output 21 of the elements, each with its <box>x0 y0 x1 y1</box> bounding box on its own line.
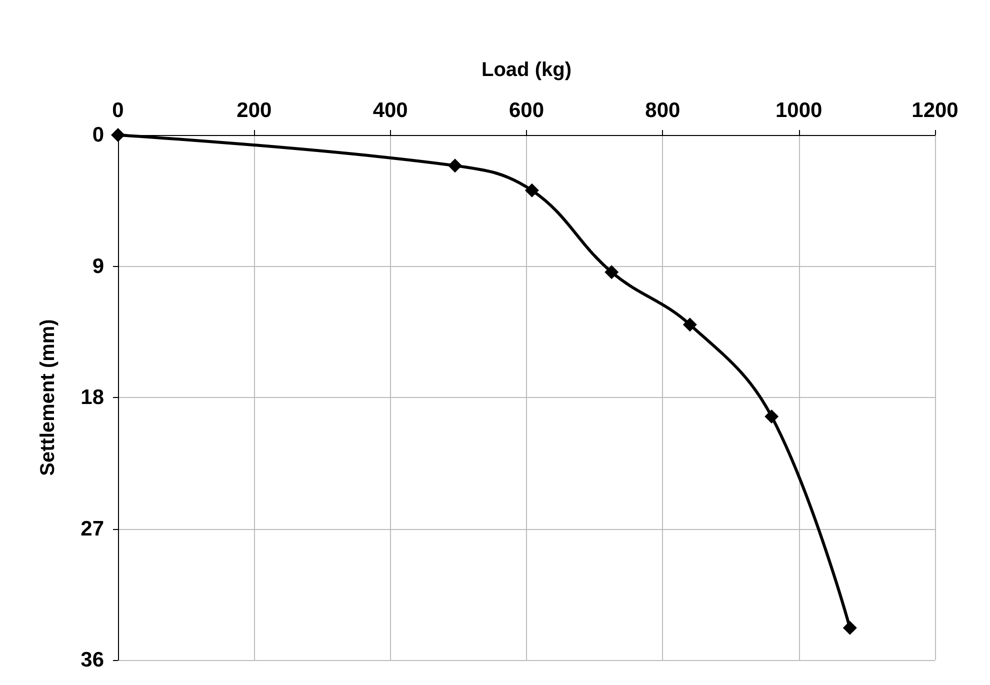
point <box>842 620 857 635</box>
y-tick-label: 9 <box>92 254 104 278</box>
x-tick-label: 1200 <box>912 99 958 122</box>
x-axis-title: Load (kg) <box>482 59 572 81</box>
x-tick-label: 1000 <box>775 99 822 122</box>
x-tick-label: 600 <box>508 99 544 122</box>
y-tick-label: 0 <box>92 124 104 146</box>
x-tick-label: 0 <box>112 99 124 122</box>
y-tick-label: 36 <box>80 648 104 672</box>
point <box>524 183 539 198</box>
y-tick-label: 18 <box>80 386 104 409</box>
y-tick-label: 27 <box>80 517 104 540</box>
x-tick-label: 800 <box>645 99 680 122</box>
x-tick-label: 200 <box>236 99 272 122</box>
point <box>682 318 697 332</box>
point <box>111 128 125 142</box>
x-tick-label: 400 <box>372 99 408 122</box>
point <box>764 409 779 424</box>
point <box>604 265 619 280</box>
point <box>448 158 462 173</box>
y-axis-title: Settlement (mm) <box>37 319 59 476</box>
